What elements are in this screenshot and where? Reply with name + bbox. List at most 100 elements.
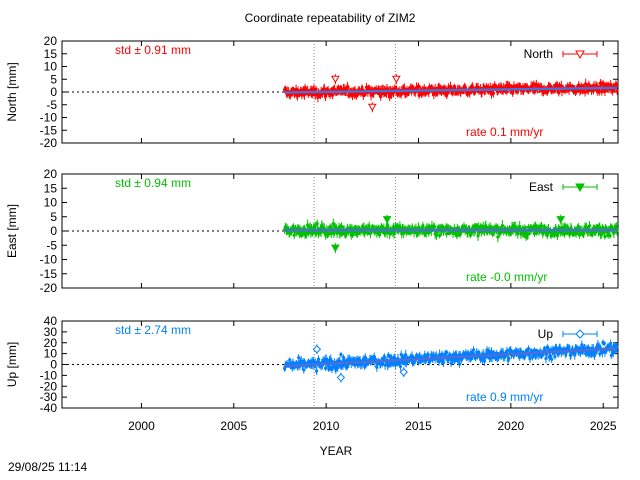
y-tick-label: 10 [44, 196, 58, 210]
data-point [297, 356, 301, 360]
legend-marker [575, 50, 585, 60]
data-point [489, 350, 494, 354]
data-point [598, 352, 602, 356]
data-point [328, 365, 332, 369]
data-point [367, 103, 377, 112]
data-point [557, 352, 561, 356]
data-point [527, 347, 531, 351]
data-point [496, 235, 500, 239]
std-label: std ± 2.74 mm [115, 323, 191, 337]
data-point [441, 360, 446, 365]
y-tick-label: -15 [40, 123, 58, 137]
y-axis-label: East [mm] [5, 204, 19, 258]
data-series-east [282, 214, 619, 254]
data-point [580, 343, 584, 347]
data-point [341, 364, 345, 368]
timestamp: 29/08/25 11:14 [8, 460, 88, 474]
data-point [471, 348, 476, 352]
y-tick-label: 5 [50, 210, 57, 224]
y-tick-label: -30 [40, 390, 58, 404]
data-point [302, 368, 306, 372]
data-point [315, 222, 319, 226]
rate-label: rate -0.0 mm/yr [466, 270, 547, 284]
x-tick-label: 2010 [313, 419, 340, 433]
y-tick-label: -10 [40, 368, 58, 382]
y-tick-label: 0 [50, 358, 57, 372]
legend-label: North [524, 47, 553, 61]
y-tick-label: -20 [40, 281, 58, 295]
data-point [534, 355, 538, 359]
y-tick-label: 0 [50, 85, 57, 99]
chart-title: Coordinate repeatability of ZIM2 [245, 11, 416, 25]
data-point [507, 356, 511, 361]
x-axis-label: YEAR [320, 444, 353, 458]
data-point [602, 341, 606, 346]
y-tick-label: -5 [46, 98, 57, 112]
data-point [482, 359, 487, 363]
data-point [432, 225, 437, 229]
data-point [528, 357, 532, 361]
y-tick-label: 20 [44, 167, 58, 181]
data-point [338, 359, 342, 363]
x-tick-label: 2020 [498, 419, 525, 433]
data-point [312, 345, 322, 354]
data-point [421, 224, 425, 228]
data-point [544, 356, 548, 361]
y-tick-label: -40 [40, 401, 58, 415]
data-point [382, 216, 392, 224]
y-tick-label: 15 [44, 181, 58, 195]
data-point [614, 83, 619, 87]
y-tick-label: -20 [40, 136, 58, 150]
data-point [445, 350, 449, 355]
legend-label: Up [538, 327, 554, 341]
y-tick-label: -20 [40, 379, 58, 393]
trend-line [284, 347, 618, 368]
legend-marker [575, 329, 585, 339]
data-point [458, 352, 462, 357]
y-tick-label: 15 [44, 47, 58, 61]
data-point [331, 75, 340, 84]
y-tick-label: 10 [44, 347, 58, 361]
data-point [455, 233, 459, 237]
data-point [532, 232, 537, 236]
data-series-up [282, 339, 619, 383]
data-point [550, 357, 554, 361]
x-tick-label: 2005 [220, 419, 247, 433]
data-point [491, 91, 496, 95]
data-point [615, 89, 619, 93]
data-point [440, 352, 444, 356]
x-tick-label: 2000 [128, 419, 155, 433]
y-tick-label: 20 [44, 34, 58, 48]
y-tick-label: 30 [44, 325, 58, 339]
data-point [416, 360, 421, 365]
data-point [336, 373, 346, 382]
data-point [391, 75, 401, 84]
data-point [315, 369, 319, 373]
data-point [346, 85, 350, 89]
data-point [578, 351, 583, 355]
y-tick-label: 20 [44, 336, 58, 350]
data-point [388, 95, 392, 99]
data-point [398, 364, 403, 369]
data-point [553, 355, 557, 359]
data-series-north [282, 74, 619, 113]
x-tick-label: 2025 [590, 419, 617, 433]
y-tick-label: 0 [50, 224, 57, 238]
data-point [609, 341, 613, 346]
data-point [331, 244, 340, 253]
y-tick-label: -15 [40, 267, 58, 281]
y-tick-label: 5 [50, 72, 57, 86]
data-point [556, 216, 566, 224]
y-axis-label: Up [mm] [5, 342, 19, 387]
y-tick-label: -5 [46, 238, 57, 252]
trend-line [284, 86, 618, 94]
data-point [340, 224, 344, 229]
data-point [608, 234, 612, 238]
y-tick-label: -10 [40, 253, 58, 267]
y-axis-label: North [mm] [5, 62, 19, 121]
data-point [457, 362, 462, 366]
data-point [552, 348, 556, 352]
